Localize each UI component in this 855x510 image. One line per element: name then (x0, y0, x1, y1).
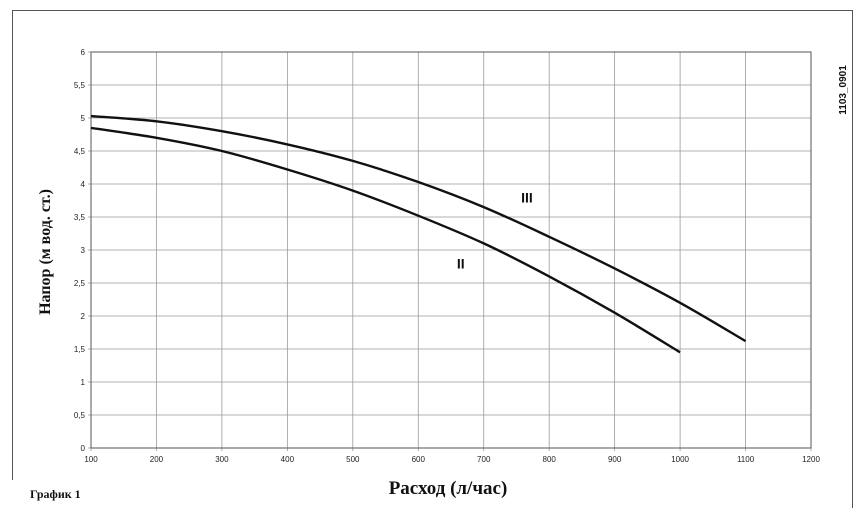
y-tick-label: 1,5 (74, 345, 86, 354)
y-tick-label: 1 (81, 378, 86, 387)
y-axis-label: Напор (м вод. ст.) (37, 189, 54, 315)
x-tick-label: 700 (477, 455, 491, 464)
grid (88, 51, 812, 451)
y-tick-label: 0,5 (74, 411, 86, 420)
plot-border (90, 51, 812, 449)
chart-frame (12, 10, 853, 508)
y-tick-label: 3,5 (74, 213, 86, 222)
x-tick-label: 500 (346, 455, 360, 464)
y-tick-label: 5 (81, 114, 86, 123)
x-tick-label: 1000 (671, 455, 689, 464)
x-tick-label: 600 (412, 455, 426, 464)
x-tick-label: 100 (84, 455, 98, 464)
y-tick-label: 2 (81, 312, 86, 321)
x-tick-label: 300 (215, 455, 229, 464)
x-tick-label: 400 (281, 455, 295, 464)
y-tick-label: 3 (81, 246, 86, 255)
series-label-III: III (521, 189, 533, 205)
y-tick-label: 6 (81, 48, 86, 57)
y-tick-label: 0 (81, 444, 86, 453)
series-lines (90, 114, 747, 354)
series-line-III (90, 114, 747, 343)
y-tick-labels: 0 0,5 1 1,5 2 2,5 3 3,5 4 4,5 5 5,5 6 (74, 48, 86, 453)
y-tick-label: 4 (81, 180, 86, 189)
y-tick-label: 4,5 (74, 147, 86, 156)
x-tick-label: 900 (608, 455, 622, 464)
x-tick-label: 1200 (802, 455, 820, 464)
chart-frame-left-edge (12, 10, 13, 480)
figure-code: 1103_0901 (838, 65, 849, 115)
x-tick-label: 1100 (737, 455, 755, 464)
x-tick-label: 200 (150, 455, 164, 464)
y-tick-label: 2,5 (74, 279, 86, 288)
series-label-II: II (457, 255, 465, 271)
y-tick-label: 5,5 (74, 81, 86, 90)
x-tick-label: 800 (543, 455, 557, 464)
x-tick-labels: 100 200 300 400 500 600 700 800 900 1000 1100 1200 (84, 455, 820, 464)
series-line-II (90, 126, 681, 354)
x-axis-label: Расход (л/час) (389, 478, 508, 499)
figure-label: График 1 (30, 487, 81, 501)
